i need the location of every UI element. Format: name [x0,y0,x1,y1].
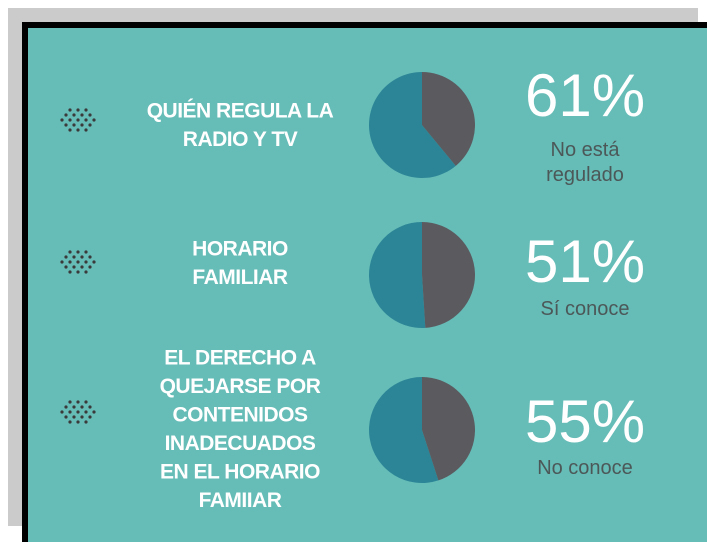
dot-icon [68,128,72,132]
dot-icon [84,108,88,112]
dot-icon [60,118,64,122]
row-title: QUIÉN REGULA LA [147,99,334,122]
dot-icon [72,255,76,259]
dot-icon [68,108,72,112]
row-title: QUEJARSE POR [160,375,321,398]
slice-label: Sí conoce [540,298,630,320]
row-title: HORARIO [192,237,288,260]
dot-icon [64,255,68,259]
dot-icon [88,265,92,269]
dot-icon [80,113,84,117]
dot-icon [64,405,68,409]
row-title: CONTENIDOS [172,403,308,426]
panel [28,28,707,542]
dot-icon [84,118,88,122]
dot-icon [88,123,92,127]
dot-icon [80,415,84,419]
dot-icon [68,410,72,414]
dot-icon [68,250,72,254]
value-label: 55% [525,388,645,455]
row-title: EN EL HORARIO [160,460,320,483]
dot-icon [80,405,84,409]
pie-slice [422,222,476,328]
dot-icon [76,108,80,112]
row-title: FAMIIAR [199,489,282,512]
dot-icon [68,270,72,274]
dot-icon [76,270,80,274]
dot-icon [84,260,88,264]
dot-icon [72,265,76,269]
slice-label: No conoce [537,457,633,479]
dot-icon [76,400,80,404]
dot-icon [88,415,92,419]
dot-icon [76,260,80,264]
dot-icon [92,118,96,122]
dot-icon [88,405,92,409]
dot-icon [72,415,76,419]
dot-icon [76,250,80,254]
dot-icon [64,113,68,117]
row-title: FAMILIAR [192,266,287,289]
dot-icon [88,113,92,117]
dot-icon [84,128,88,132]
dot-icon [64,415,68,419]
pie-slice [369,377,439,484]
row-title: RADIO Y TV [183,128,298,151]
dot-icon [64,123,68,127]
dot-icon [76,420,80,424]
dot-icon [68,400,72,404]
dot-icon [92,410,96,414]
dot-icon [84,420,88,424]
dot-icon [80,255,84,259]
dot-icon [84,250,88,254]
pie-slice [369,71,456,178]
dot-icon [72,123,76,127]
dot-icon [76,128,80,132]
value-label: 61% [525,62,645,129]
dot-icon [84,400,88,404]
dot-icon [72,113,76,117]
dot-icon [88,255,92,259]
dot-icon [80,265,84,269]
dot-icon [80,123,84,127]
slice-label: No está regulado [546,139,624,186]
dot-icon [84,410,88,414]
pie-slice [422,377,475,481]
value-label: 51% [525,228,645,295]
row-title: INADECUADOS [165,432,316,455]
dot-icon [76,410,80,414]
row-title: EL DERECHO A [164,346,316,369]
dot-icon [68,118,72,122]
dot-icon [92,260,96,264]
dot-icon [76,118,80,122]
pie-slice [369,222,426,328]
pie-slice [422,72,475,166]
dot-icon [60,410,64,414]
dot-icon [68,260,72,264]
dot-icon [68,420,72,424]
dot-icon [60,260,64,264]
dot-icon [64,265,68,269]
dot-icon [72,405,76,409]
dot-icon [84,270,88,274]
